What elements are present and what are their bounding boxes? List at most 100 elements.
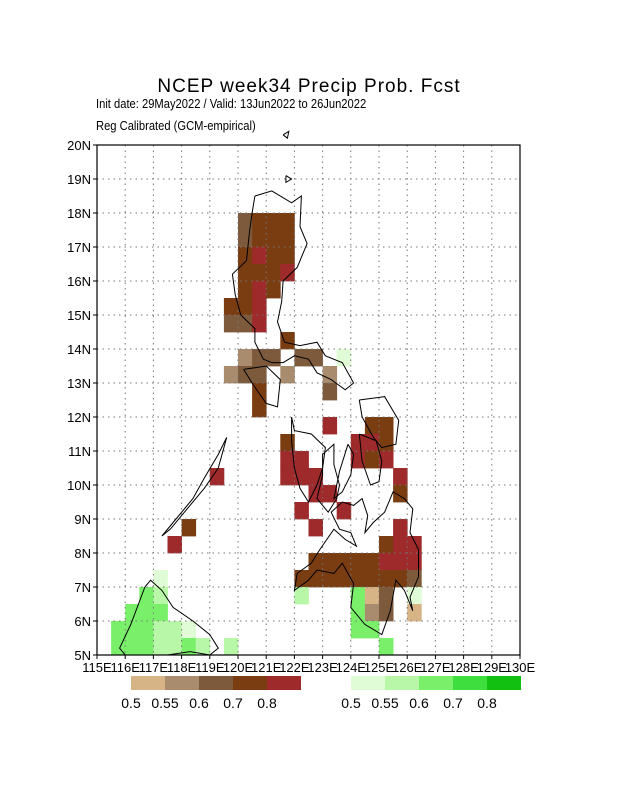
prob-cell [294, 587, 309, 605]
coastline [291, 416, 326, 504]
legend-wet-label: 0.8 [477, 695, 497, 711]
coastline [293, 491, 419, 636]
prob-cell [294, 451, 309, 469]
prob-cell [379, 570, 394, 588]
lon-tick-label: 121E [251, 660, 282, 675]
prob-cell [181, 638, 197, 656]
coastline [358, 396, 400, 449]
prob-cell [195, 638, 211, 656]
prob-cell [209, 468, 225, 486]
lat-tick-label: 8N [74, 546, 91, 561]
prob-cell [238, 315, 253, 333]
legend-dry-label: 0.5 [121, 695, 141, 711]
prob-cell [153, 638, 168, 656]
prob-cell [266, 264, 281, 282]
lat-tick-label: 5N [74, 648, 91, 663]
prob-cell [252, 383, 267, 401]
prob-cell [322, 366, 338, 384]
lat-tick-label: 20N [67, 138, 91, 153]
map-frame [96, 144, 521, 656]
legend-wet-label: 0.7 [443, 695, 463, 711]
lon-tick-label: 119E [195, 660, 225, 675]
prob-cell [153, 587, 168, 605]
prob-cell [322, 570, 338, 588]
legend-wet-swatch [487, 676, 521, 690]
prob-cell [308, 349, 323, 367]
legend-dry-swatch [233, 676, 267, 690]
prob-cell [153, 570, 168, 588]
lon-tick-label: 116E [110, 660, 140, 675]
prob-cell [125, 621, 140, 639]
lat-tick-label: 14N [67, 342, 91, 357]
prob-cell [364, 417, 380, 435]
axis-labels: 5N 6N 7N 8N 9N 10N 11N 12N 13N 14N 15N 16N 17N 18N 19N… [67, 138, 535, 675]
prob-cell [336, 349, 352, 367]
map-subtitle-dates: Init date: 29May2022 / Valid: 13Jun2022 … [96, 96, 367, 111]
prob-cell [379, 638, 394, 656]
legend-dry-swatch [165, 676, 199, 690]
prob-cell [181, 621, 197, 639]
lon-tick-label: 115E [82, 660, 112, 675]
prob-cell [393, 536, 408, 554]
prob-cell [280, 264, 295, 282]
prob-cell [308, 468, 323, 486]
prob-cell [266, 349, 281, 367]
grid-lines [97, 145, 520, 655]
prob-cell [379, 587, 394, 605]
prob-cell [252, 247, 267, 265]
lon-tick-label: 124E [336, 660, 367, 675]
prob-cell [364, 604, 380, 622]
lat-tick-label: 15N [67, 308, 91, 323]
lon-tick-label: 117E [139, 660, 169, 675]
prob-cell [280, 366, 295, 384]
prob-cell [223, 366, 239, 384]
prob-cell [350, 434, 366, 452]
prob-cell [252, 230, 267, 248]
legend-dry-swatch [267, 676, 301, 690]
lon-tick-label: 120E [223, 660, 254, 675]
prob-cell [280, 332, 295, 350]
prob-cell [407, 604, 422, 622]
lon-tick-label: 130E [505, 660, 536, 675]
lon-tick-label: 128E [448, 660, 479, 675]
legend-dry-swatch [199, 676, 233, 690]
legend-wet-swatch [453, 676, 487, 690]
lon-tick-label: 127E [420, 660, 451, 675]
prob-cell [393, 570, 408, 588]
prob-cell [181, 519, 197, 537]
prob-cell [379, 536, 394, 554]
prob-cell [252, 281, 267, 299]
legend-wet-label: 0.55 [371, 695, 398, 711]
prob-cell [322, 383, 338, 401]
prob-cell [379, 417, 394, 435]
prob-cell [364, 587, 380, 605]
legend-dry-label: 0.6 [189, 695, 209, 711]
prob-cell [252, 366, 267, 384]
color-legend: 0.5 0.55 0.6 0.7 0.8 0.5 0.55 0.6 0.7 0.8 [121, 676, 521, 711]
prob-cell [223, 638, 239, 656]
lat-tick-label: 17N [67, 240, 91, 255]
prob-cell [308, 553, 323, 571]
prob-cell [280, 451, 295, 469]
coastline [243, 365, 281, 408]
prob-cell [266, 247, 281, 265]
prob-cell [336, 502, 352, 520]
prob-cell [125, 638, 140, 656]
prob-cell [153, 604, 168, 622]
prob-cell [294, 502, 309, 520]
prob-cell [364, 451, 380, 469]
probability-cells [111, 213, 422, 656]
prob-cell [308, 570, 323, 588]
prob-cell [393, 519, 408, 537]
lon-tick-label: 129E [477, 660, 508, 675]
prob-cell [252, 213, 267, 231]
legend-dry-label: 0.7 [223, 695, 243, 711]
lat-tick-label: 13N [67, 376, 91, 391]
prob-cell [238, 264, 253, 282]
prob-cell [350, 553, 366, 571]
legend-wet-swatch [385, 676, 419, 690]
prob-cell [350, 604, 366, 622]
lat-tick-label: 19N [67, 172, 91, 187]
prob-cell [379, 553, 394, 571]
